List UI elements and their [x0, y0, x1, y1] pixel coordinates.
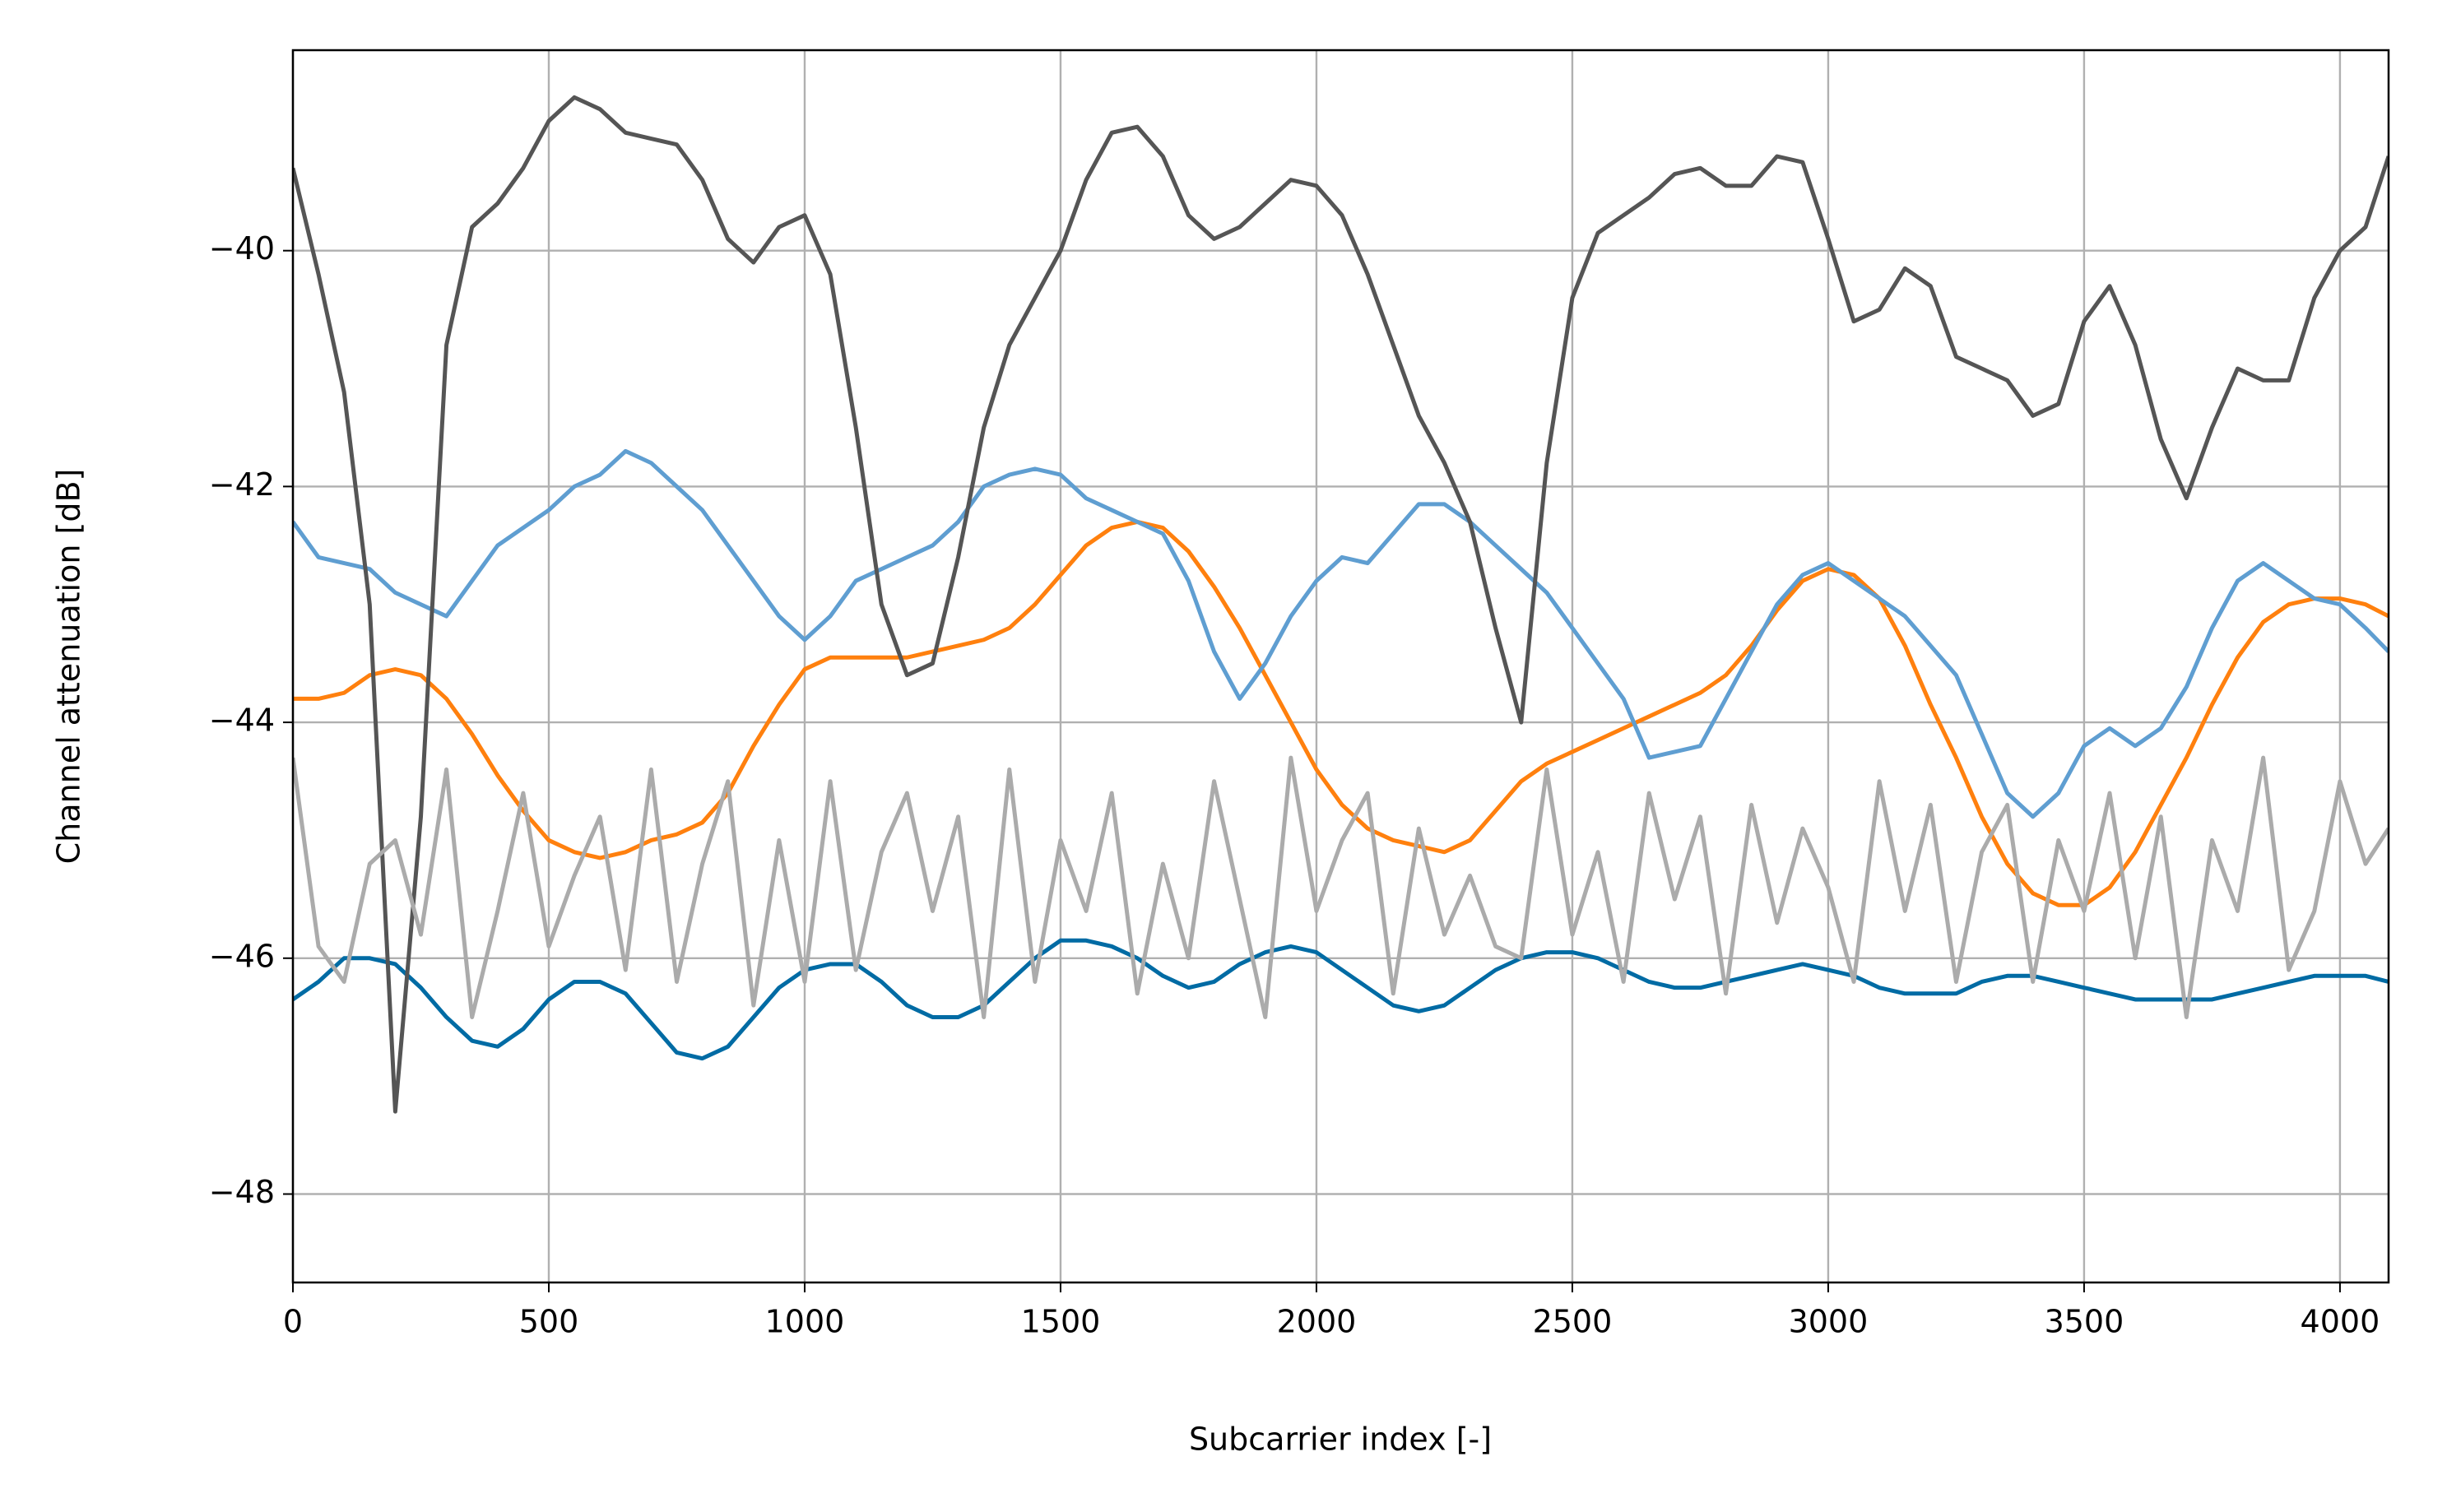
x-axis-label: Subcarrier index [-]: [1189, 1422, 1492, 1458]
series-line: [293, 95, 2389, 1114]
x-tick-label: 4000: [2301, 1304, 2380, 1340]
x-tick-label: 2500: [1533, 1304, 1613, 1340]
x-tick-label: 1500: [1021, 1304, 1101, 1340]
series-line: [293, 938, 2389, 1061]
y-tick-label: −40: [209, 230, 275, 267]
x-tick-label: 3500: [2045, 1304, 2124, 1340]
y-tick-label: −46: [209, 938, 275, 974]
y-axis-label: Channel attenuation [dB]: [51, 469, 87, 865]
x-tick-label: 0: [283, 1304, 303, 1340]
x-tick-label: 500: [519, 1304, 579, 1340]
x-tick-label: 3000: [1789, 1304, 1869, 1340]
plot-area: [293, 95, 2389, 1114]
y-tick-label: −44: [209, 703, 275, 739]
series-line: [293, 448, 2389, 819]
plot-frame: [291, 49, 2390, 1284]
y-tick-label: −42: [209, 466, 275, 503]
y-tick-label: −48: [209, 1174, 275, 1210]
x-tick-label: 2000: [1277, 1304, 1357, 1340]
series-line: [293, 755, 2389, 1019]
x-tick-label: 1000: [765, 1304, 845, 1340]
